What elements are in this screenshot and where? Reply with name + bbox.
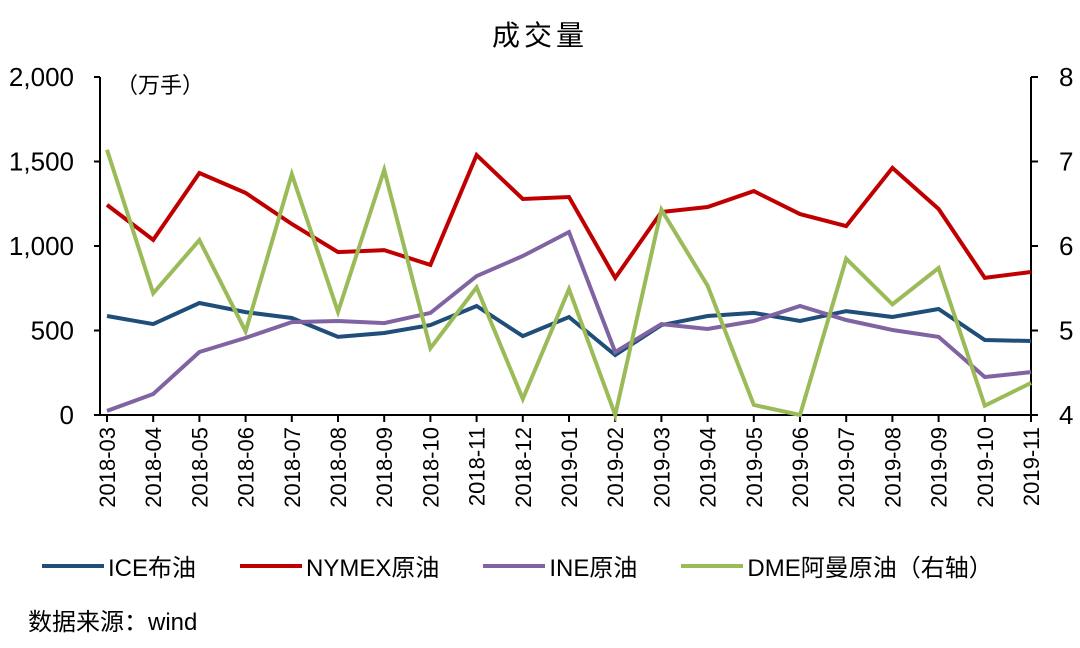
legend-label: ICE布油 xyxy=(108,555,197,582)
chart-title: 成交量 xyxy=(491,19,588,52)
x-tick-label: 2018-05 xyxy=(187,427,212,508)
x-tick-label: 2018-09 xyxy=(372,427,397,508)
series-line xyxy=(105,151,1032,282)
legend-item-ine: INE原油 xyxy=(483,548,637,583)
x-tick-label: 2019-05 xyxy=(742,427,767,508)
legend-label: NYMEX原油 xyxy=(306,555,440,582)
series-line xyxy=(106,229,1032,413)
legend-label: DME阿曼原油（右轴） xyxy=(747,555,993,582)
legend-item-nymex: NYMEX原油 xyxy=(240,548,439,583)
x-tick-label: 2019-10 xyxy=(973,427,998,508)
x-tick-label: 2019-07 xyxy=(834,427,859,508)
left-y-tick-label: 0 xyxy=(60,400,74,430)
x-tick-label: 2019-01 xyxy=(557,427,582,508)
x-tick-label: 2019-09 xyxy=(927,427,952,508)
right-y-tick-label: 4 xyxy=(1059,400,1073,430)
x-tick-label: 2018-12 xyxy=(511,427,536,508)
left-y-tick-label: 1,000 xyxy=(9,231,74,261)
x-tick-label: 2018-04 xyxy=(141,427,166,508)
x-tick-label: 2019-06 xyxy=(788,427,813,508)
series-line xyxy=(105,149,1032,423)
x-tick-label: 2019-04 xyxy=(696,427,721,508)
legend-swatch-icon xyxy=(483,563,546,568)
legend-item-ice: ICE布油 xyxy=(42,548,196,583)
series-line xyxy=(106,300,1032,358)
legend-swatch-icon xyxy=(681,563,744,568)
left-y-tick-label: 1,500 xyxy=(9,147,74,177)
right-y-tick-label: 6 xyxy=(1059,231,1073,261)
data-source-note: 数据来源：wind xyxy=(28,609,198,636)
chart-legend: ICE布油 NYMEX原油 INE原油 DME阿曼原油（右轴） xyxy=(42,548,1037,583)
legend-label: INE原油 xyxy=(549,555,638,582)
chart-axes: 0 500 1,000 1,500 2,000 4 5 6 7 8 2018-03 2018-04 20… xyxy=(9,62,1074,508)
left-y-tick-label: 2,000 xyxy=(9,62,74,92)
x-tick-label: 2018-10 xyxy=(418,427,443,508)
legend-item-dme: DME阿曼原油（右轴） xyxy=(681,548,993,583)
left-y-tick-label: 500 xyxy=(31,316,74,346)
right-y-tick-label: 5 xyxy=(1059,316,1073,346)
right-y-tick-label: 8 xyxy=(1059,62,1073,92)
legend-swatch-icon xyxy=(240,563,303,568)
legend-swatch-icon xyxy=(42,563,104,568)
right-y-tick-label: 7 xyxy=(1059,147,1073,177)
x-tick-label: 2018-03 xyxy=(95,427,120,508)
x-tick-label: 2019-02 xyxy=(603,427,628,508)
left-axis-unit: （万手） xyxy=(116,74,204,99)
x-tick-label: 2018-11 xyxy=(465,427,490,506)
x-tick-label: 2018-06 xyxy=(234,427,259,508)
x-tick-label: 2019-11 xyxy=(1019,427,1044,506)
x-tick-label: 2019-03 xyxy=(649,427,674,508)
chart-series xyxy=(105,149,1032,423)
x-tick-label: 2019-08 xyxy=(880,427,905,508)
x-tick-label: 2018-08 xyxy=(326,427,351,508)
x-tick-label: 2018-07 xyxy=(280,427,305,508)
